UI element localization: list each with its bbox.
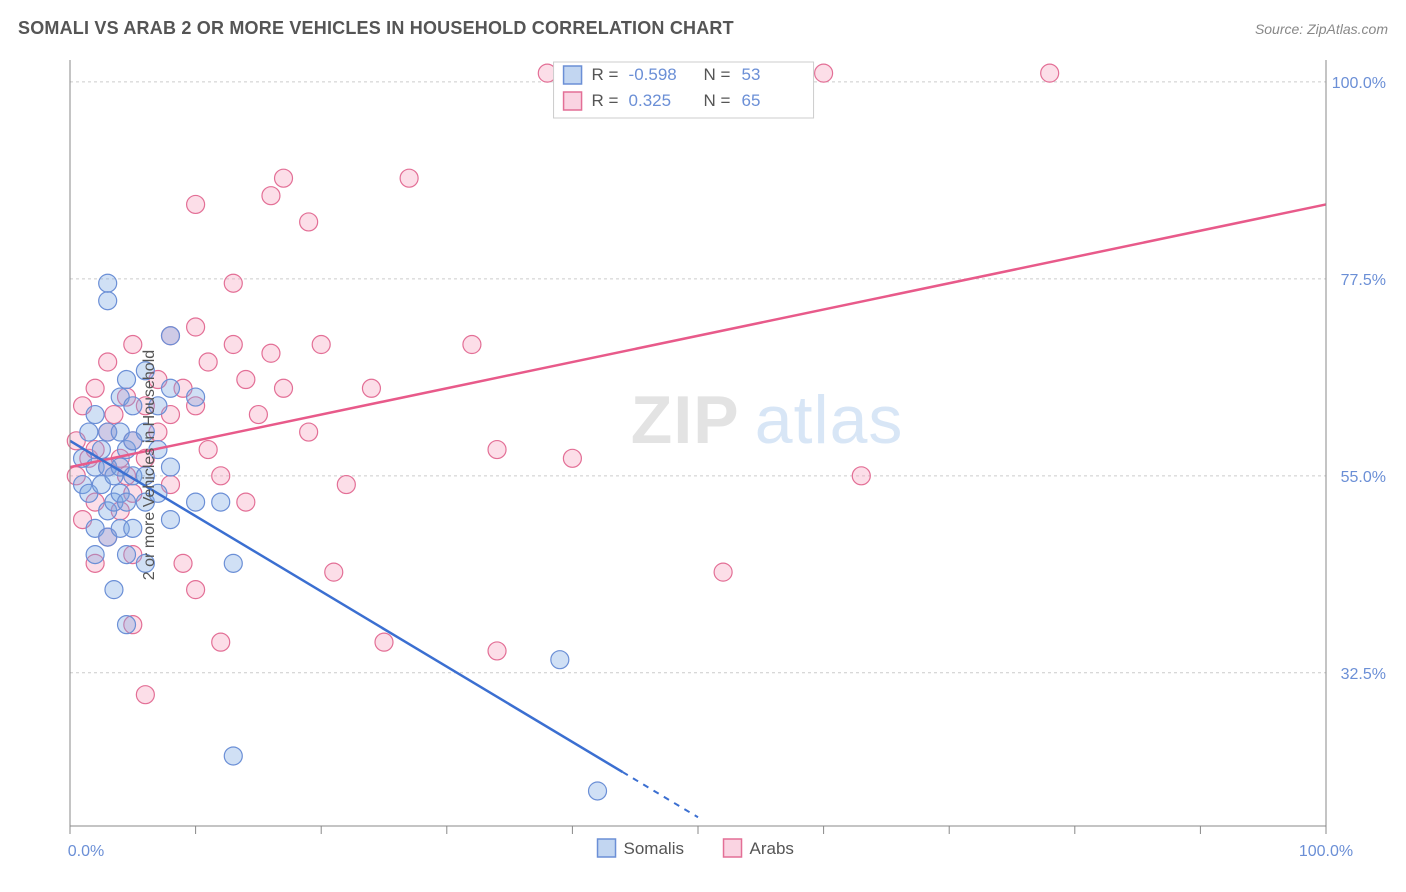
- point-arabs: [187, 318, 205, 336]
- point-arabs: [124, 336, 142, 354]
- y-tick-label: 55.0%: [1341, 469, 1386, 486]
- point-arabs: [199, 353, 217, 371]
- stats-N-value: 65: [742, 91, 761, 110]
- point-somalis: [124, 519, 142, 537]
- legend-label: Somalis: [624, 839, 684, 858]
- stats-R-label: R =: [592, 91, 619, 110]
- stats-N-label: N =: [704, 91, 731, 110]
- y-axis-label: 2 or more Vehicles in Household: [141, 335, 159, 595]
- point-somalis: [99, 274, 117, 292]
- point-arabs: [375, 633, 393, 651]
- point-somalis: [118, 546, 136, 564]
- point-arabs: [300, 423, 318, 441]
- stats-R-value: 0.325: [629, 91, 672, 110]
- point-somalis: [99, 292, 117, 310]
- point-arabs: [563, 449, 581, 467]
- point-arabs: [212, 633, 230, 651]
- point-somalis: [551, 651, 569, 669]
- point-somalis: [224, 747, 242, 765]
- scatter-chart-svg: 32.5% 55.0% 77.5% 100.0% ZIPatlas 0.0% 100.0% R…: [50, 48, 1396, 882]
- point-arabs: [275, 169, 293, 187]
- point-somalis: [86, 546, 104, 564]
- point-somalis: [589, 782, 607, 800]
- point-arabs: [237, 493, 255, 511]
- point-arabs: [199, 441, 217, 459]
- point-somalis: [118, 616, 136, 634]
- point-arabs: [249, 406, 267, 424]
- point-arabs: [105, 406, 123, 424]
- x-label-right: 100.0%: [1299, 843, 1353, 860]
- stats-R-label: R =: [592, 65, 619, 84]
- point-arabs: [362, 379, 380, 397]
- point-arabs: [400, 169, 418, 187]
- point-arabs: [815, 64, 833, 82]
- point-somalis: [161, 327, 179, 345]
- point-somalis: [187, 493, 205, 511]
- point-somalis: [86, 406, 104, 424]
- point-arabs: [325, 563, 343, 581]
- point-arabs: [852, 467, 870, 485]
- point-somalis: [187, 388, 205, 406]
- point-arabs: [224, 274, 242, 292]
- stats-swatch: [564, 92, 582, 110]
- point-arabs: [174, 554, 192, 572]
- chart-area: 2 or more Vehicles in Household 32.5% 55.…: [50, 48, 1396, 882]
- point-arabs: [86, 379, 104, 397]
- chart-source: Source: ZipAtlas.com: [1255, 21, 1388, 37]
- point-arabs: [237, 371, 255, 389]
- point-somalis: [224, 554, 242, 572]
- point-somalis: [161, 458, 179, 476]
- point-arabs: [488, 441, 506, 459]
- point-arabs: [99, 353, 117, 371]
- point-arabs: [312, 336, 330, 354]
- chart-header: SOMALI VS ARAB 2 OR MORE VEHICLES IN HOU…: [18, 18, 1388, 39]
- point-somalis: [105, 581, 123, 599]
- point-somalis: [212, 493, 230, 511]
- point-arabs: [1041, 64, 1059, 82]
- point-arabs: [136, 686, 154, 704]
- y-tick-label: 32.5%: [1341, 666, 1386, 683]
- stats-N-value: 53: [742, 65, 761, 84]
- regression-somalis-dashed: [623, 772, 698, 817]
- x-label-left: 0.0%: [68, 843, 104, 860]
- y-tick-label: 77.5%: [1341, 272, 1386, 289]
- point-somalis: [161, 379, 179, 397]
- point-arabs: [337, 476, 355, 494]
- point-arabs: [262, 187, 280, 205]
- point-arabs: [187, 195, 205, 213]
- point-somalis: [118, 493, 136, 511]
- point-arabs: [262, 344, 280, 362]
- watermark-zip: ZIP: [631, 382, 740, 458]
- point-somalis: [124, 397, 142, 415]
- stats-N-label: N =: [704, 65, 731, 84]
- legend-label: Arabs: [750, 839, 794, 858]
- watermark-atlas: atlas: [755, 382, 904, 458]
- legend-swatch: [724, 839, 742, 857]
- point-arabs: [463, 336, 481, 354]
- stats-R-value: -0.598: [629, 65, 677, 84]
- point-arabs: [187, 581, 205, 599]
- point-arabs: [300, 213, 318, 231]
- point-arabs: [212, 467, 230, 485]
- legend-swatch: [598, 839, 616, 857]
- point-arabs: [488, 642, 506, 660]
- y-tick-label: 100.0%: [1332, 75, 1386, 92]
- point-arabs: [714, 563, 732, 581]
- point-arabs: [275, 379, 293, 397]
- stats-swatch: [564, 66, 582, 84]
- point-arabs: [224, 336, 242, 354]
- point-somalis: [118, 371, 136, 389]
- point-somalis: [80, 423, 98, 441]
- chart-title: SOMALI VS ARAB 2 OR MORE VEHICLES IN HOU…: [18, 18, 734, 39]
- point-somalis: [161, 511, 179, 529]
